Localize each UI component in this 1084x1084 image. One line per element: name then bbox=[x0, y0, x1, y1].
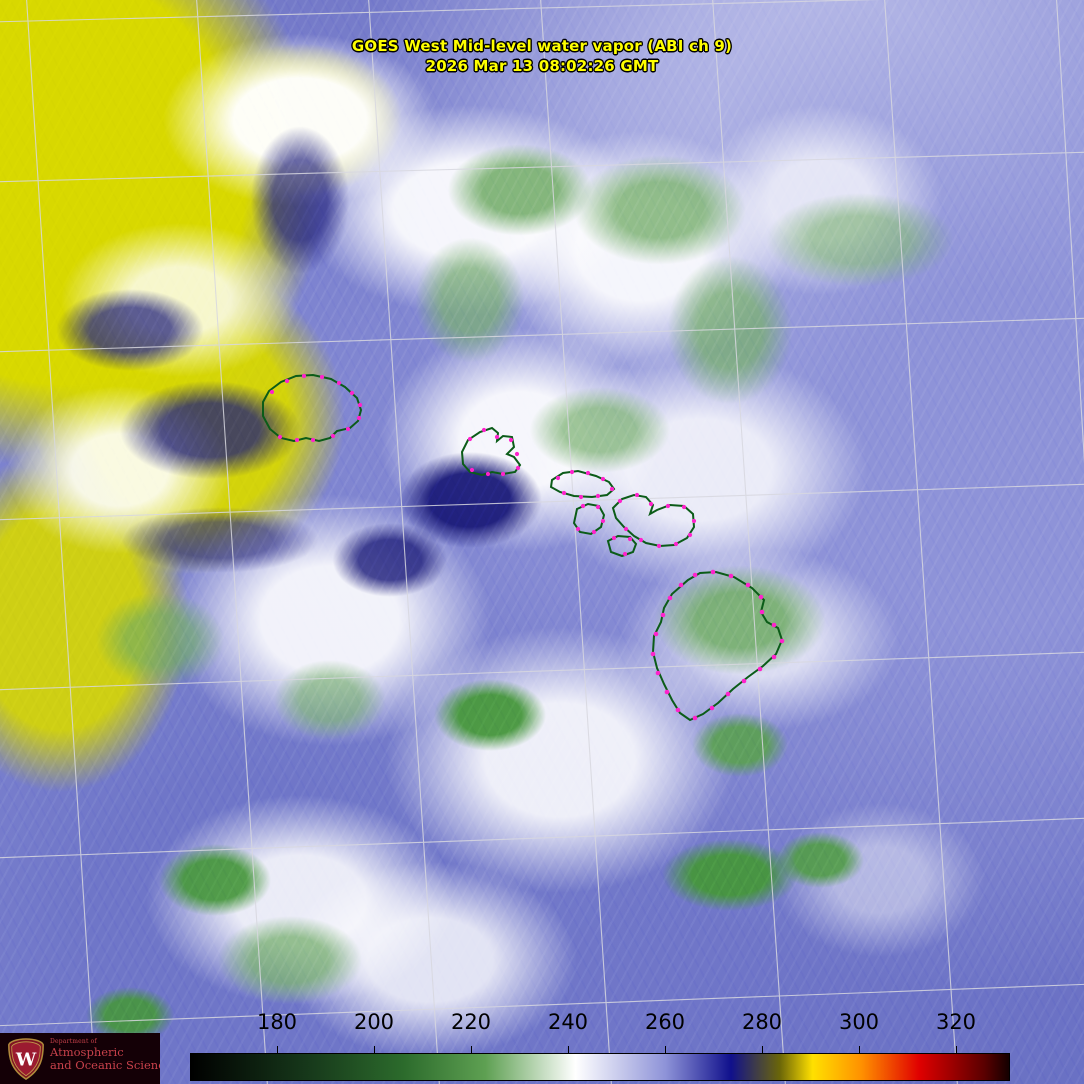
island-outline-lanai bbox=[572, 502, 606, 536]
colorbar-label-220: 220 bbox=[450, 1010, 492, 1034]
island-outline-maui bbox=[611, 493, 696, 548]
colorbar-tick-320 bbox=[956, 1046, 957, 1053]
colorbar-label-260: 260 bbox=[644, 1010, 686, 1034]
colorbar-label-180: 180 bbox=[256, 1010, 298, 1034]
uw-aos-logo-text: Department of Atmospheric and Oceanic Sc… bbox=[50, 1038, 160, 1072]
island-marker-dots bbox=[269, 373, 785, 721]
uw-aos-logo-banner: W Department of Atmospheric and Oceanic … bbox=[0, 1033, 160, 1084]
colorbar-tick-280 bbox=[762, 1046, 763, 1053]
colorbar-label-240: 240 bbox=[547, 1010, 589, 1034]
colorbar-gradient bbox=[190, 1053, 1010, 1081]
svg-text:W: W bbox=[15, 1050, 37, 1071]
logo-department-label: Department of bbox=[50, 1038, 97, 1045]
logo-line-atmospheric: Atmospheric bbox=[50, 1045, 124, 1059]
island-outline-kahoolawe bbox=[606, 534, 638, 558]
colorbar-tick-300 bbox=[859, 1046, 860, 1053]
colorbar-tick-200 bbox=[374, 1046, 375, 1053]
island-outline-kauai bbox=[262, 373, 363, 443]
colorbar-tick-240 bbox=[568, 1046, 569, 1053]
island-outline-molokai bbox=[549, 469, 616, 499]
colorbar-label-280: 280 bbox=[741, 1010, 783, 1034]
colorbar-tick-260 bbox=[665, 1046, 666, 1053]
island-outline-hawaii bbox=[651, 570, 784, 722]
island-outline-oahu bbox=[460, 426, 522, 477]
colorbar-label-320: 320 bbox=[935, 1010, 977, 1034]
colorbar-tick-180 bbox=[277, 1046, 278, 1053]
colorbar-label-200: 200 bbox=[353, 1010, 395, 1034]
logo-line-oceanic: and Oceanic Sciences bbox=[50, 1058, 160, 1072]
uw-crest-icon: W bbox=[8, 1038, 44, 1080]
colorbar-label-300: 300 bbox=[838, 1010, 880, 1034]
colorbar-region bbox=[0, 1008, 1084, 1084]
colorbar-tick-220 bbox=[471, 1046, 472, 1053]
